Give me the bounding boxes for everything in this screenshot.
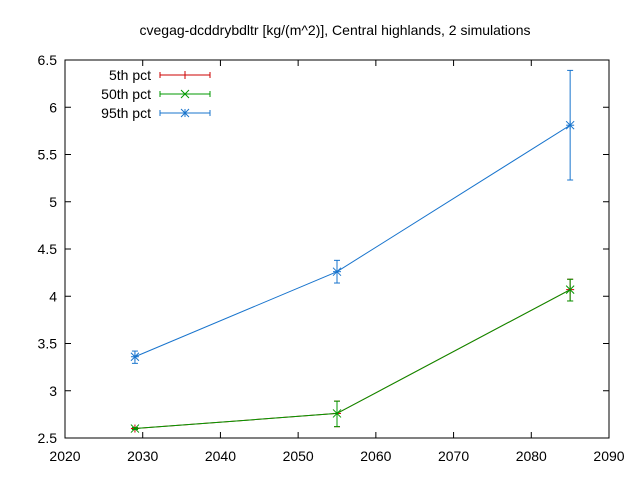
marker-stroke	[565, 285, 575, 294]
x-tick-label: 2040	[205, 448, 236, 464]
data-point	[565, 120, 575, 130]
marker-stroke	[180, 108, 190, 118]
y-tick-label: 4.5	[38, 241, 58, 257]
legend-item-2: 95th pct	[101, 105, 211, 121]
data-point	[130, 352, 140, 362]
y-tick-label: 5	[49, 194, 57, 210]
x-tick-label: 2070	[438, 448, 469, 464]
data-point	[332, 267, 342, 277]
tick-labels: 2020 2030 2040 2050 2060 2070 2080 2090 2.5 3 3.5 4…	[38, 52, 625, 464]
y-tick-label: 6.5	[38, 52, 58, 68]
y-tick-label: 3.5	[38, 336, 58, 352]
legend: 5th pct 50th pct 95th pct	[101, 67, 211, 121]
legend-item-1: 50th pct	[101, 86, 211, 102]
series-line	[134, 289, 571, 430]
x-tick-label: 2090	[593, 448, 624, 464]
data-point	[130, 424, 140, 433]
x-tick-label: 2060	[360, 448, 391, 464]
y-tick-label: 5.5	[38, 147, 58, 163]
y-tick-label: 3	[49, 383, 57, 399]
data-point	[565, 285, 575, 294]
series-line	[134, 289, 571, 430]
legend-label: 95th pct	[101, 105, 151, 121]
series-2	[130, 69, 575, 364]
marker-stroke	[130, 352, 140, 362]
marker-stroke	[332, 267, 342, 277]
x-tick-label: 2020	[49, 448, 80, 464]
marker-stroke	[130, 424, 140, 433]
x-tick-label: 2030	[127, 448, 158, 464]
y-tick-label: 6	[49, 99, 57, 115]
legend-item-0: 5th pct	[109, 67, 211, 83]
x-tick-label: 2050	[283, 448, 314, 464]
legend-label: 5th pct	[109, 67, 151, 83]
marker-stroke	[565, 120, 575, 130]
series-line	[134, 124, 571, 358]
series-0	[130, 278, 575, 433]
series-1	[130, 278, 575, 433]
y-tick-label: 2.5	[38, 430, 58, 446]
plot-area	[130, 69, 575, 433]
axes	[64, 59, 610, 439]
legend-marker	[181, 71, 189, 79]
data-point	[332, 409, 342, 418]
x-tick-label: 2080	[516, 448, 547, 464]
y-tick-label: 4	[49, 288, 57, 304]
legend-label: 50th pct	[101, 86, 151, 102]
marker-stroke	[180, 89, 190, 99]
legend-marker	[180, 89, 190, 99]
legend-marker	[180, 108, 190, 118]
marker-stroke	[332, 409, 342, 418]
chart-title: cvegag-dcddrybdltr [kg/(m^2)], Central h…	[140, 22, 531, 38]
